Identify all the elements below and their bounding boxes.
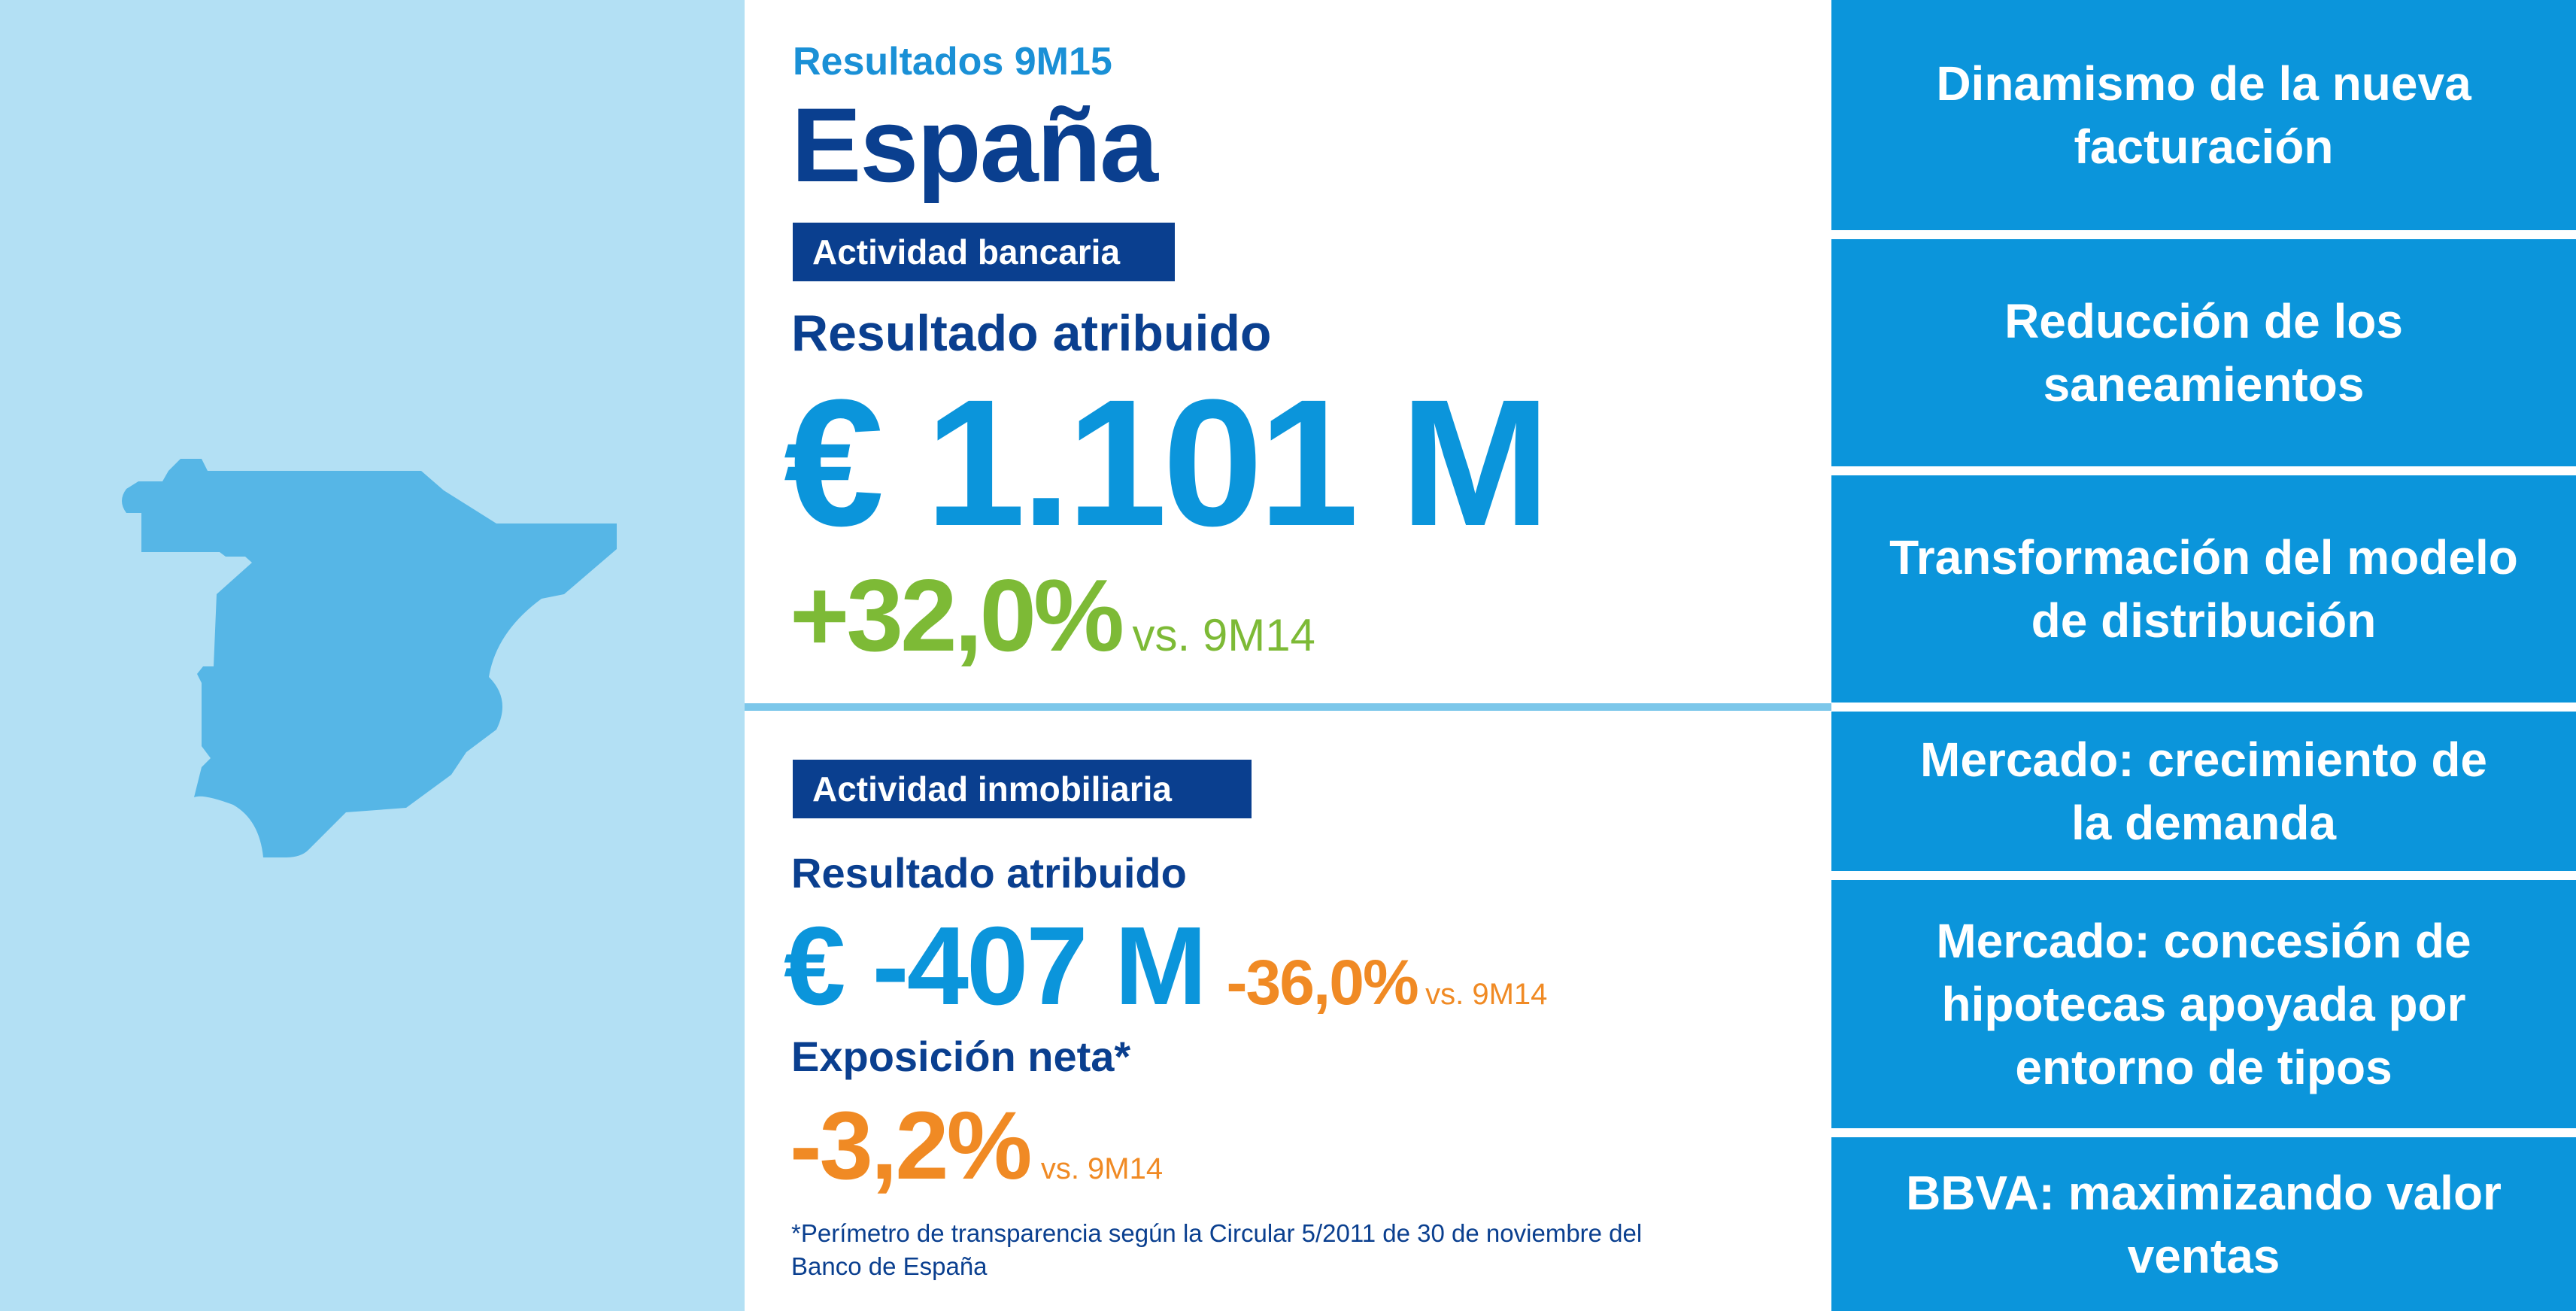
highlight-box-1: Dinamismo de la nueva facturación [1831,0,2576,230]
real-estate-compare: vs. 9M14 [1425,978,1548,1011]
highlight-box-5: Mercado: concesión de hipotecas apoyada p… [1831,880,2576,1128]
banking-compare: vs. 9M14 [1132,610,1315,660]
real-estate-badge: Actividad inmobiliaria [793,760,1252,818]
exposure-change: -3,2% [790,1092,1032,1200]
country-title: España [791,86,1158,204]
highlight-box-4: Mercado: crecimiento de la demanda [1831,712,2576,871]
banking-result-label: Resultado atribuido [791,305,1272,362]
footnote-line-1: *Perímetro de transparencia según la Cir… [791,1219,1643,1247]
period-subtitle: Resultados 9M15 [793,40,1112,83]
real-estate-result-label: Resultado atribuido [791,849,1187,897]
banking-change: +32,0% [790,558,1124,672]
footnote-line-2: Banco de España [791,1252,988,1280]
results-panel: Resultados 9M15 España Actividad bancari… [745,0,1831,1311]
banking-badge: Actividad bancaria [793,223,1175,281]
spain-map-icon [122,459,617,857]
real-estate-value-row: € -407 M -36,0% vs. 9M14 [784,903,1547,1030]
banking-change-row: +32,0% vs. 9M14 [790,557,1315,674]
exposure-row: -3,2% vs. 9M14 [790,1091,1163,1201]
banking-result-value: € 1.101 M [784,362,1550,563]
exposure-compare: vs. 9M14 [1040,1152,1164,1185]
highlight-box-2: Reducción de los saneamientos [1831,239,2576,466]
highlight-box-3: Transformación del modelo de distribución [1831,475,2576,703]
real-estate-change: -36,0% [1226,947,1419,1018]
real-estate-result-value: € -407 M [784,904,1207,1028]
footnote: *Perímetro de transparencia según la Cir… [791,1217,1642,1283]
highlight-box-6: BBVA: maximizando valor ventas [1831,1137,2576,1311]
section-divider [745,703,1831,711]
map-panel [0,0,745,1311]
highlights-panel: Dinamismo de la nueva facturación Reducci… [1831,0,2576,1311]
exposure-label: Exposición neta* [791,1033,1131,1080]
